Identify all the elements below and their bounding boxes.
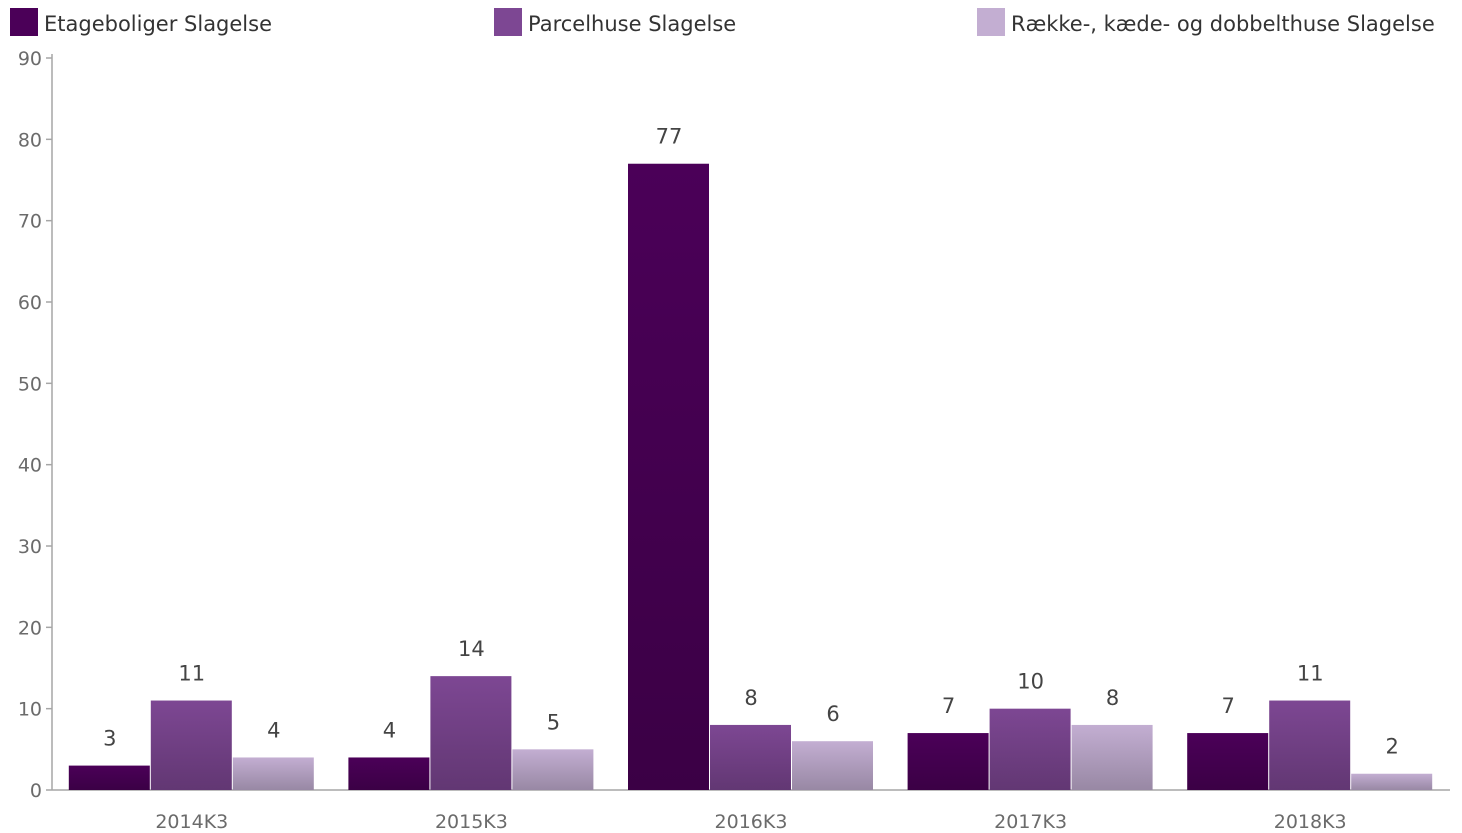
- bar[interactable]: [907, 733, 989, 790]
- bar[interactable]: [1187, 733, 1269, 790]
- legend-label: Etageboliger Slagelse: [44, 12, 272, 36]
- bars: [68, 163, 1433, 790]
- y-tick-label: 50: [18, 373, 42, 395]
- y-tick-label: 70: [18, 211, 42, 233]
- data-label: 14: [458, 637, 485, 661]
- data-label: 10: [1017, 670, 1044, 694]
- x-tick-label: 2014K3: [155, 811, 228, 833]
- x-tick-label: 2015K3: [435, 811, 508, 833]
- data-label: 3: [103, 727, 116, 751]
- y-tick-label: 40: [18, 455, 42, 477]
- data-label: 8: [1106, 686, 1119, 710]
- bar[interactable]: [348, 757, 430, 790]
- legend-item[interactable]: Etageboliger Slagelse: [10, 8, 272, 36]
- data-label: 8: [744, 686, 757, 710]
- x-axis: 2014K3 2015K3 2016K3 2017K3 2018K3: [52, 789, 1450, 833]
- data-label: 5: [547, 710, 560, 734]
- data-label: 7: [1222, 694, 1235, 718]
- data-labels: 3 11 4 4 14 5 77 8 6 7 10 8 7 11 2: [103, 125, 1399, 759]
- data-label: 7: [942, 694, 955, 718]
- bar[interactable]: [68, 765, 150, 790]
- bar[interactable]: [232, 757, 314, 790]
- bar[interactable]: [628, 163, 709, 790]
- y-tick-label: 90: [18, 48, 42, 70]
- legend-label: Række-, kæde- og dobbelthuse Slagelse: [1011, 12, 1435, 36]
- data-label: 6: [826, 702, 839, 726]
- legend-swatch: [494, 8, 522, 36]
- y-tick-label: 60: [18, 292, 42, 314]
- y-tick-label: 20: [18, 617, 42, 639]
- y-axis: 0 10 20 30 40 50 60 70 80 90: [18, 48, 53, 802]
- data-label: 11: [1297, 662, 1324, 686]
- data-label: 11: [178, 662, 205, 686]
- legend-swatch: [10, 8, 38, 36]
- legend: Etageboliger Slagelse Parcelhuse Slagelse…: [10, 8, 1435, 36]
- y-tick-label: 0: [30, 780, 42, 802]
- x-tick-label: 2016K3: [715, 811, 788, 833]
- bar[interactable]: [1351, 773, 1433, 790]
- y-tick-label: 80: [18, 129, 42, 151]
- data-label: 77: [656, 125, 683, 149]
- legend-swatch: [977, 8, 1005, 36]
- bar[interactable]: [512, 749, 594, 790]
- x-tick-label: 2018K3: [1274, 811, 1347, 833]
- data-label: 4: [383, 718, 396, 742]
- bar[interactable]: [1071, 724, 1153, 790]
- bar[interactable]: [430, 676, 512, 790]
- legend-item[interactable]: Parcelhuse Slagelse: [494, 8, 736, 36]
- bar[interactable]: [792, 741, 873, 790]
- legend-label: Parcelhuse Slagelse: [528, 12, 736, 36]
- data-label: 2: [1386, 735, 1399, 759]
- y-tick-label: 10: [18, 699, 42, 721]
- y-tick-label: 30: [18, 536, 42, 558]
- legend-item[interactable]: Række-, kæde- og dobbelthuse Slagelse: [977, 8, 1435, 36]
- bar[interactable]: [710, 724, 791, 790]
- bar[interactable]: [1269, 700, 1351, 790]
- bar[interactable]: [150, 700, 232, 790]
- x-tick-label: 2017K3: [994, 811, 1067, 833]
- data-label: 4: [267, 718, 280, 742]
- bar[interactable]: [989, 708, 1071, 790]
